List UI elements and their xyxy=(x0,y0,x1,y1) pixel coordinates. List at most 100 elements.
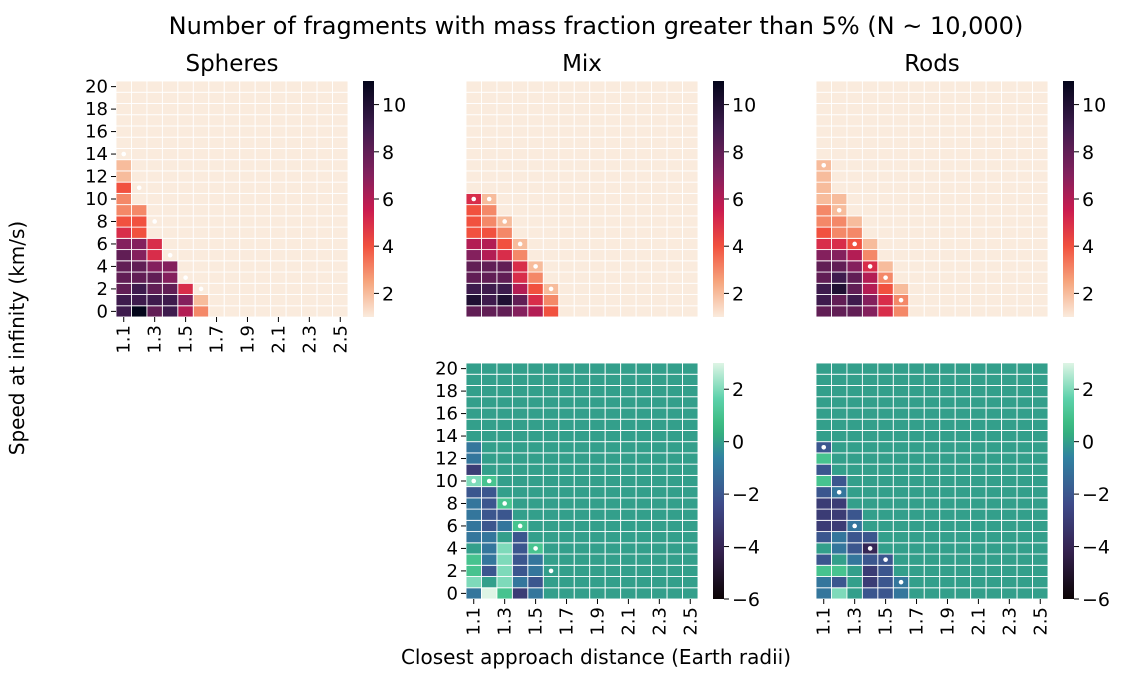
heatmap-cell xyxy=(985,531,1003,544)
heatmap-cell xyxy=(177,226,194,239)
heatmap-cell xyxy=(635,170,653,183)
heatmap-cell xyxy=(620,463,637,476)
heatmap-cell xyxy=(908,125,925,138)
heatmap-cell xyxy=(589,181,606,194)
heatmap-cell xyxy=(635,260,653,273)
heatmap-cell xyxy=(861,463,879,476)
heatmap-cell xyxy=(831,564,848,577)
heatmap-cell xyxy=(254,226,272,239)
heatmap-cell xyxy=(908,452,925,465)
heatmap-cell xyxy=(682,125,699,138)
heatmap-cell xyxy=(511,271,529,284)
colorbar-tick-label: 8 xyxy=(1082,142,1094,164)
heatmap-cell xyxy=(954,181,972,194)
heatmap-cell xyxy=(861,271,879,284)
heatmap-cell xyxy=(511,136,529,149)
heatmap-cell xyxy=(604,181,622,194)
heatmap-cell xyxy=(573,407,591,420)
heatmap-cell xyxy=(177,237,194,251)
heatmap-cell xyxy=(877,418,894,431)
heatmap-cell xyxy=(115,260,132,273)
heatmap-cell xyxy=(1001,497,1018,510)
heatmap-cell xyxy=(223,305,241,318)
heatmap-cell xyxy=(939,282,956,295)
heatmap-cell xyxy=(1032,407,1049,420)
heatmap-cell xyxy=(651,271,668,284)
panel-title: Rods xyxy=(904,51,960,77)
heatmap-cell xyxy=(908,226,925,239)
heatmap-cell xyxy=(223,282,241,295)
heatmap-cell xyxy=(589,564,606,577)
heatmap-cell xyxy=(604,260,622,273)
heatmap-cell xyxy=(635,249,653,262)
heatmap-cell xyxy=(511,305,529,318)
heatmap-cell xyxy=(192,170,210,183)
heatmap-cell xyxy=(666,564,683,577)
heatmap-cell xyxy=(939,396,956,409)
heatmap-cell xyxy=(908,181,925,194)
heatmap-cell xyxy=(573,564,591,577)
heatmap-cell xyxy=(892,91,910,104)
heatmap-cell xyxy=(815,497,832,510)
heatmap-cell xyxy=(954,385,972,398)
heatmap-cell xyxy=(301,159,318,172)
heatmap-cell xyxy=(939,429,956,443)
heatmap-cell xyxy=(589,103,606,116)
heatmap-cell xyxy=(1032,271,1049,284)
heatmap-cell xyxy=(846,192,863,206)
heatmap-cell xyxy=(527,282,544,295)
heatmap-cell xyxy=(208,294,225,307)
heatmap-cell xyxy=(985,418,1003,431)
heatmap-cell xyxy=(831,159,848,172)
heatmap-cell xyxy=(877,114,894,127)
heatmap-cell xyxy=(301,226,318,239)
heatmap-cell xyxy=(465,564,482,577)
heatmap-cell xyxy=(970,407,987,420)
heatmap-cell xyxy=(877,125,894,138)
heatmap-cell xyxy=(481,80,498,93)
heatmap-cell xyxy=(892,463,910,476)
heatmap-cell xyxy=(496,204,513,217)
heatmap-cell xyxy=(620,204,637,217)
heatmap-cell xyxy=(481,452,498,465)
heatmap-cell xyxy=(892,362,910,375)
heatmap-cell xyxy=(604,508,622,521)
heatmap-cell xyxy=(831,136,848,149)
heatmap-cell xyxy=(254,249,272,262)
heatmap-cell xyxy=(301,192,318,206)
heatmap-cell xyxy=(239,215,256,228)
heatmap-cell xyxy=(985,429,1003,443)
x-tick-label: 2.1 xyxy=(968,607,989,636)
heatmap-cell xyxy=(1001,249,1018,262)
heatmap-cell xyxy=(1001,136,1018,149)
heatmap-cell xyxy=(815,385,832,398)
heatmap-cell xyxy=(223,249,241,262)
heatmap-cell xyxy=(1016,508,1033,521)
heatmap-cell xyxy=(682,159,699,172)
heatmap-cell xyxy=(192,260,210,273)
heatmap-cell xyxy=(877,192,894,206)
heatmap-cell xyxy=(332,170,349,183)
marker-dot xyxy=(821,162,827,168)
heatmap-cell xyxy=(573,385,591,398)
heatmap-cell xyxy=(527,474,544,488)
heatmap-cell xyxy=(177,170,194,183)
marker-dot xyxy=(548,286,554,292)
heatmap-cell xyxy=(651,114,668,127)
heatmap-cell xyxy=(208,271,225,284)
heatmap-cell xyxy=(831,519,848,533)
heatmap-cell xyxy=(831,103,848,116)
heatmap-cell xyxy=(192,103,210,116)
heatmap-cell xyxy=(177,260,194,273)
heatmap-cell xyxy=(985,474,1003,488)
heatmap-cell xyxy=(511,385,529,398)
heatmap-cell xyxy=(496,103,513,116)
heatmap-cell xyxy=(846,249,863,262)
heatmap-cell xyxy=(877,564,894,577)
heatmap-cell xyxy=(635,463,653,476)
heatmap-cell xyxy=(301,215,318,228)
heatmap-cell xyxy=(465,226,482,239)
colorbar xyxy=(1063,81,1074,317)
heatmap-cell xyxy=(161,181,179,194)
heatmap-cell xyxy=(604,136,622,149)
